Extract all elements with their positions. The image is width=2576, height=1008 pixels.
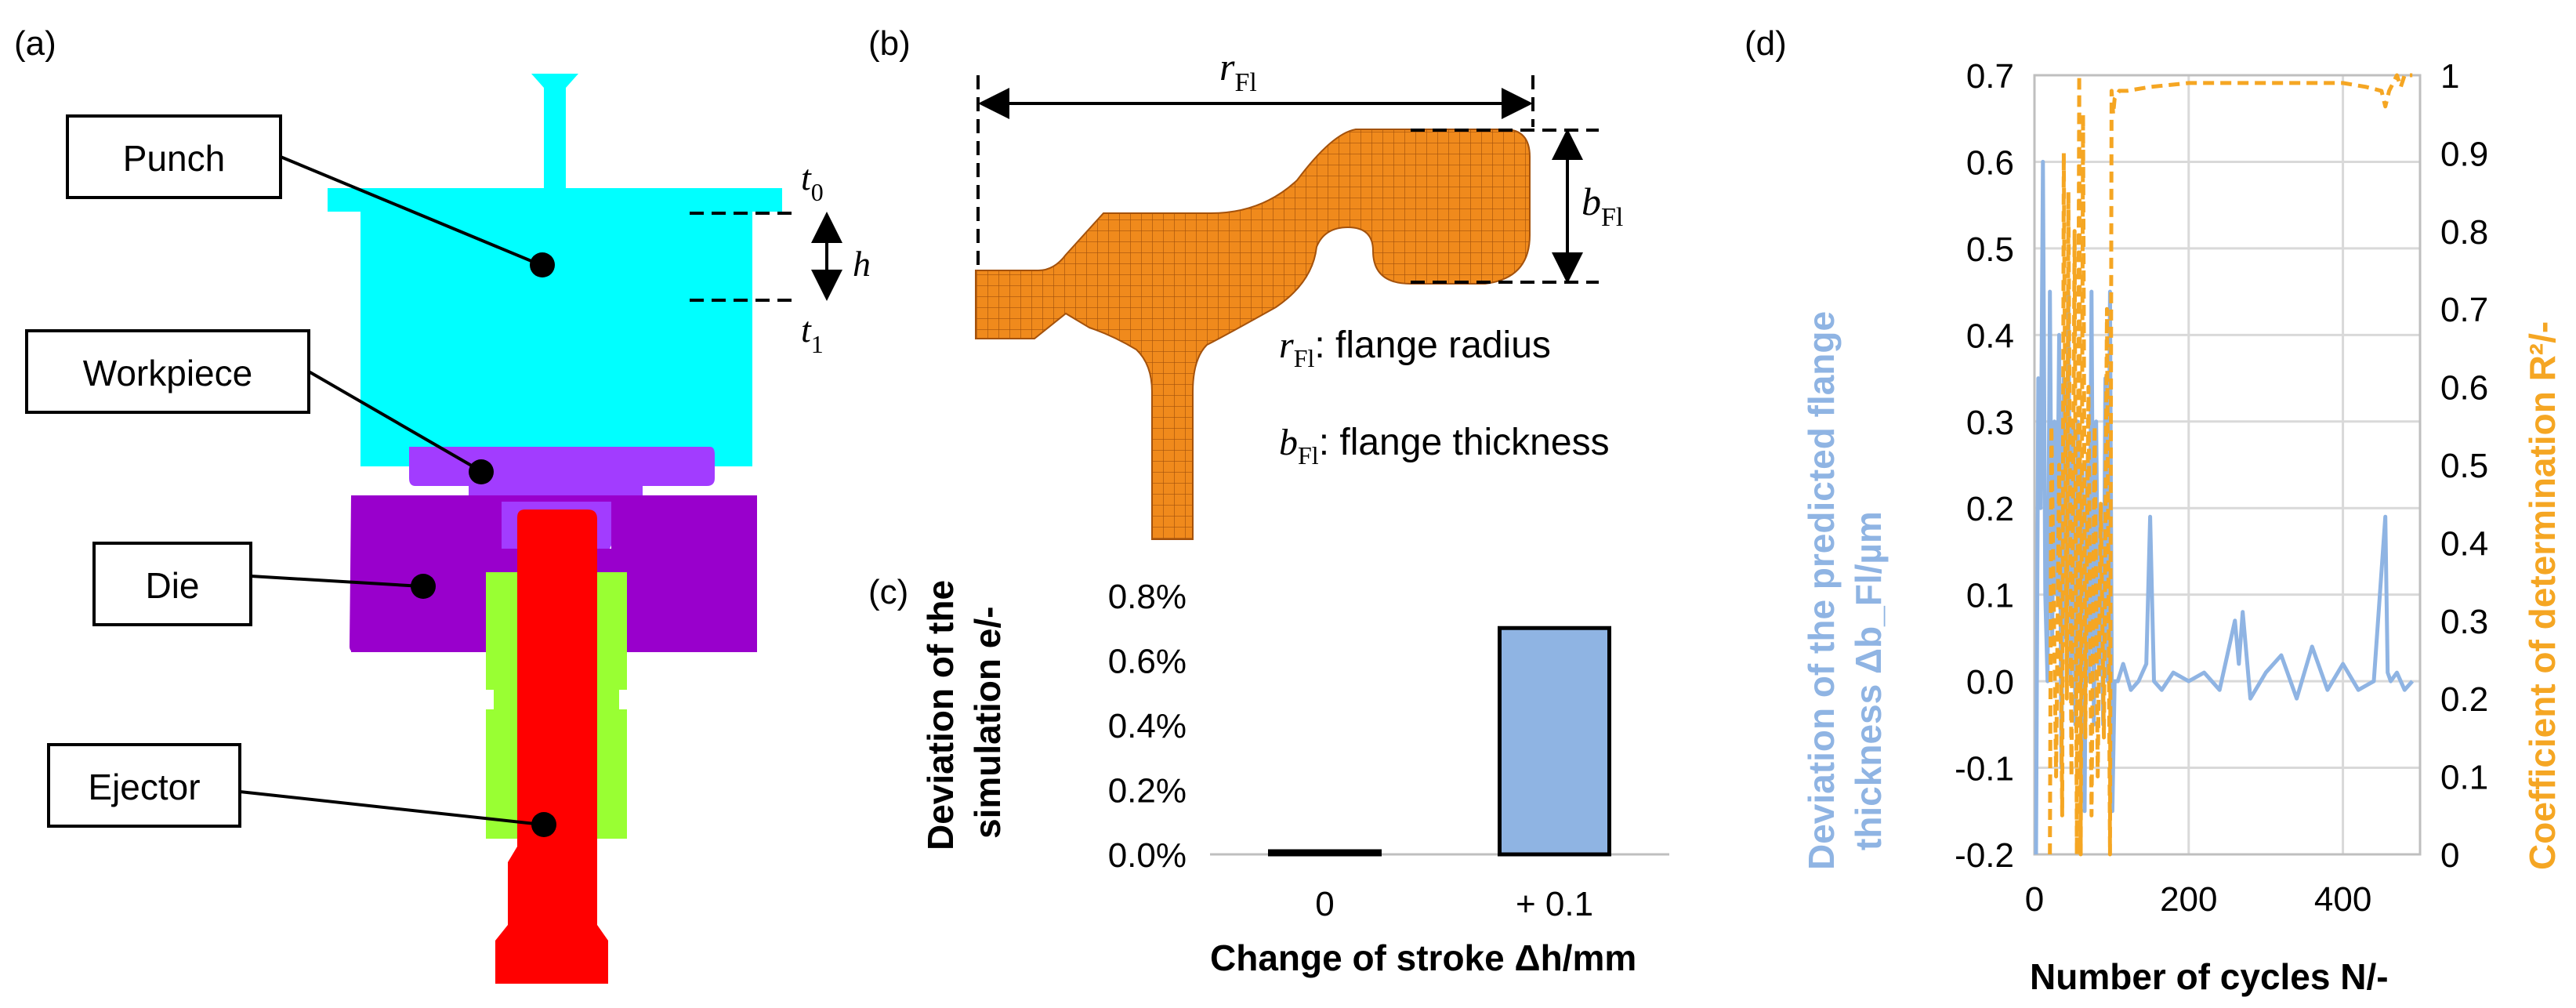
c-xtick-label: 0 [1315, 885, 1334, 923]
d-x-tick-label: 0 [2025, 880, 2044, 919]
c-ytick-group: 0.0% 0.2% 0.4% 0.6% 0.8% [1108, 578, 1187, 875]
panel-c: (c) 0.0% 0.2% 0.4% 0.6% 0.8% 0 + 0.1 Change o… [868, 573, 1669, 978]
ejector-label: Ejector [88, 767, 200, 807]
punch-label: Punch [123, 138, 225, 179]
die-callout-box [92, 542, 252, 626]
panel-c-label: (c) [868, 573, 908, 611]
r-fl-legend: rFl: flange radius [1279, 325, 1551, 372]
panel-b: (b) rFl bFl rFl: flange radius bFl: flan… [868, 24, 1623, 540]
panel-d-label: (d) [1745, 24, 1787, 63]
r-fl-symbol: rFl [1219, 45, 1257, 97]
d-right-tick-label: 0.3 [2440, 603, 2488, 641]
workpiece-dot [469, 459, 494, 484]
c-ylabel-line2: simulation e/- [967, 607, 1008, 839]
d-left-tick-label: 0.5 [1966, 230, 2014, 269]
d-right-tick-label: 0.9 [2440, 135, 2488, 173]
c-bar [1498, 625, 1611, 857]
d-left-ylabel-line2: thickness Δb_Fl/µm [1848, 511, 1889, 850]
ejector-leader [239, 790, 543, 826]
punch-flange [328, 188, 782, 212]
die-label: Die [145, 565, 199, 606]
flange-mesh [975, 129, 1531, 540]
ejector-callout-box [47, 743, 241, 828]
die-right [619, 495, 757, 652]
ejector-shape [495, 509, 608, 984]
d-right-tick-label: 0.2 [2440, 680, 2488, 719]
d-left-tick-label: -0.2 [1955, 836, 2014, 875]
die-left [351, 495, 484, 652]
d-right-tick-label: 0.4 [2440, 524, 2488, 563]
b-fl-legend: bFl: flange thickness [1279, 422, 1610, 470]
d-left-tick-label: 0.0 [1966, 663, 2014, 702]
panel-b-label: (b) [868, 24, 911, 63]
h-symbol: h [853, 244, 871, 284]
b-fl-symbol: bFl [1581, 179, 1623, 232]
d-deviation-points [2035, 161, 2413, 855]
d-right-tick-label: 1 [2440, 57, 2459, 96]
d-left-ylabel-line1: Deviation of the predicted flange [1801, 311, 1842, 870]
punch-body [360, 212, 752, 466]
c-xlabel: Change of stroke Δh/mm [1210, 937, 1636, 978]
d-plot-frame [2033, 74, 2422, 856]
c-ytick-label: 0.0% [1108, 836, 1187, 875]
die-dot [411, 574, 436, 599]
d-left-tick-label: 0.1 [1966, 577, 2014, 615]
d-x-tick-label: 200 [2160, 880, 2217, 919]
t1-symbol: t1 [801, 310, 824, 358]
d-left-tick-label: 0.7 [1966, 57, 2014, 96]
d-left-tick-label: -0.1 [1955, 750, 2014, 789]
c-ytick-label: 0.6% [1108, 643, 1187, 681]
punch-stem [531, 74, 578, 188]
panel-a-label: (a) [14, 24, 56, 63]
d-series-r2-line [2048, 73, 2413, 857]
d-right-ylabel: Coefficient of determination R²/- [2522, 321, 2563, 870]
panel-d: (d) -0.2 -0.1 0.0 0.1 0.2 0.3 0.4 0.5 0.6 0.7 0 0.… [1745, 24, 2563, 997]
c-bar [1268, 849, 1382, 857]
workpiece-leader [307, 370, 481, 472]
d-right-tick-label: 0.1 [2440, 759, 2488, 797]
d-right-tick-label: 0.6 [2440, 369, 2488, 408]
d-x-tick-group: 0 200 400 [2025, 880, 2372, 919]
d-right-tick-label: 0.7 [2440, 291, 2488, 329]
d-left-tick-label: 0.2 [1966, 490, 2014, 528]
d-left-tick-label: 0.3 [1966, 404, 2014, 442]
die-leader [250, 575, 422, 588]
d-right-tick-label: 0.8 [2440, 213, 2488, 252]
t0-symbol: t0 [801, 158, 824, 206]
c-ytick-label: 0.8% [1108, 578, 1187, 616]
d-right-tick-label: 0 [2440, 836, 2459, 875]
ejector-dot [531, 812, 556, 837]
c-ylabel-line1: Deviation of the [920, 580, 961, 850]
d-right-tick-label: 0.5 [2440, 447, 2488, 485]
d-left-tick-label: 0.4 [1966, 317, 2014, 355]
d-x-tick-label: 400 [2314, 880, 2371, 919]
d-r2-points [2049, 74, 2413, 855]
d-left-tick-label: 0.6 [1966, 143, 2014, 182]
c-ytick-label: 0.2% [1108, 772, 1187, 810]
c-xtick-label: + 0.1 [1516, 885, 1593, 923]
c-xtick-group: 0 + 0.1 [1315, 885, 1593, 923]
workpiece-label: Workpiece [83, 353, 252, 393]
panel-a: (a) t0 h t1 Punch Work [14, 24, 871, 984]
d-left-tick-group: -0.2 -0.1 0.0 0.1 0.2 0.3 0.4 0.5 0.6 0.7 [1955, 57, 2014, 875]
punch-leader [280, 155, 542, 267]
d-xlabel: Number of cycles N/- [2030, 956, 2389, 997]
d-right-tick-group: 0 0.1 0.2 0.3 0.4 0.5 0.6 0.7 0.8 0.9 1 [2440, 57, 2488, 875]
punch-dot [530, 252, 555, 277]
c-bar-group [1268, 625, 1611, 857]
c-ytick-label: 0.4% [1108, 707, 1187, 745]
